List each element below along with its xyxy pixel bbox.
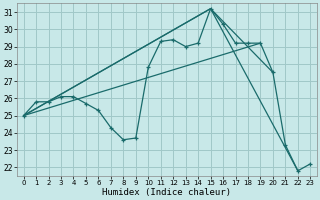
X-axis label: Humidex (Indice chaleur): Humidex (Indice chaleur) (102, 188, 231, 197)
